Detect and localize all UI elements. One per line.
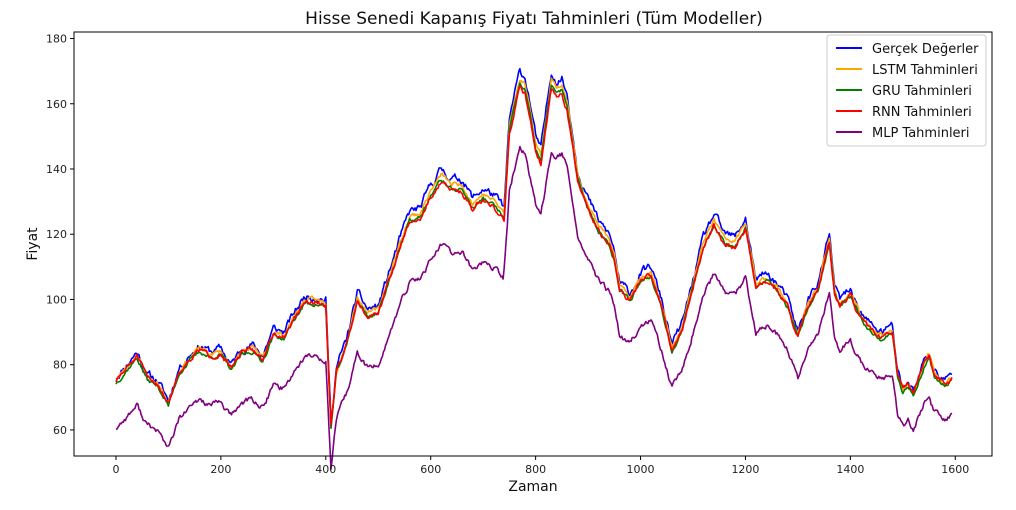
x-axis-label: Zaman xyxy=(508,479,557,495)
legend: Gerçek Değerler LSTM Tahminleri GRU Tahmin… xyxy=(826,34,987,147)
x-tick-label: 0 xyxy=(112,463,119,476)
legend-entry: MLP Tahminleri xyxy=(872,126,970,141)
y-axis-label: Fiyat xyxy=(25,227,41,261)
x-axis: 0 200 400 600 800 1000 1200 1400 1600 xyxy=(112,456,969,476)
y-tick-label: 140 xyxy=(46,163,67,176)
x-tick-label: 600 xyxy=(420,463,441,476)
x-tick-label: 1400 xyxy=(836,463,864,476)
chart-title: Hisse Senedi Kapanış Fiyatı Tahminleri (… xyxy=(305,9,763,29)
x-tick-label: 1200 xyxy=(731,463,759,476)
y-axis: 60 80 100 120 140 160 180 xyxy=(46,33,74,437)
x-tick-label: 800 xyxy=(525,463,546,476)
x-tick-label: 1600 xyxy=(941,463,969,476)
y-tick-label: 100 xyxy=(46,293,67,306)
series-line xyxy=(115,145,953,471)
x-tick-label: 200 xyxy=(210,463,231,476)
legend-entry: LSTM Tahminleri xyxy=(872,63,978,78)
y-tick-label: 160 xyxy=(46,98,67,111)
plot-frame xyxy=(73,31,993,457)
y-tick-label: 60 xyxy=(53,424,67,437)
legend-entry: GRU Tahminleri xyxy=(872,84,972,99)
legend-entry: Gerçek Değerler xyxy=(872,42,979,57)
x-tick-label: 1000 xyxy=(627,463,655,476)
x-tick-label: 400 xyxy=(315,463,336,476)
y-tick-label: 180 xyxy=(46,33,67,46)
series-layer xyxy=(115,67,953,471)
series-line xyxy=(115,85,953,426)
y-tick-label: 80 xyxy=(53,359,67,372)
legend-box xyxy=(826,34,987,147)
legend-entry: RNN Tahminleri xyxy=(872,105,972,120)
y-tick-label: 120 xyxy=(46,228,67,241)
